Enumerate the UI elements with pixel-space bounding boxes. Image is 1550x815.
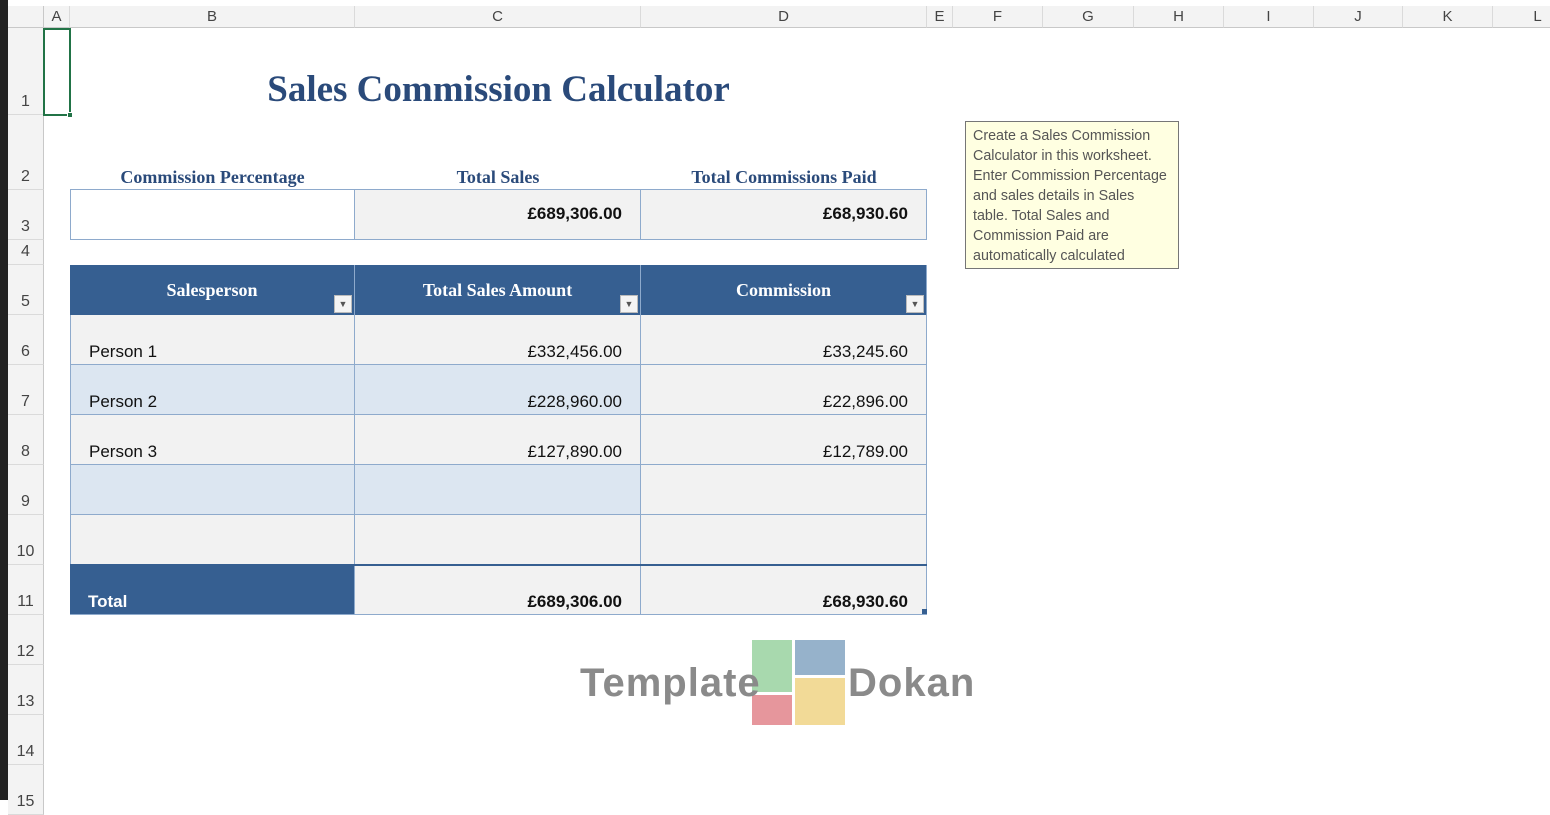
row-header-2[interactable]: 2	[8, 115, 44, 190]
table-cell[interactable]	[641, 515, 927, 565]
filter-dropdown-icon[interactable]: ▼	[620, 295, 638, 313]
table-resize-handle[interactable]	[922, 609, 927, 614]
commission-pct-input[interactable]	[70, 190, 355, 240]
total-label: Total	[70, 566, 355, 615]
row-header-5[interactable]: 5	[8, 265, 44, 315]
row-header-9[interactable]: 9	[8, 465, 44, 515]
column-header-B[interactable]: B	[70, 6, 355, 28]
row-header-8[interactable]: 8	[8, 415, 44, 465]
table-cell[interactable]: £127,890.00	[355, 415, 641, 465]
row-header-12[interactable]: 12	[8, 615, 44, 665]
table-cell[interactable]	[641, 465, 927, 515]
row-header-15[interactable]: 15	[8, 765, 44, 815]
page-title: Sales Commission Calculator	[267, 69, 730, 110]
total-commissions-value: £68,930.60	[641, 190, 927, 240]
total-sales-value: £689,306.00	[355, 190, 641, 240]
watermark-text-right: Dokan	[848, 661, 976, 705]
row-header-4[interactable]: 4	[8, 240, 44, 265]
table-cell[interactable]: £12,789.00	[641, 415, 927, 465]
cell-comment-tooltip: Create a Sales Commission Calculator in …	[965, 121, 1179, 269]
table-cell[interactable]	[70, 515, 355, 565]
table-cell[interactable]: £332,456.00	[355, 315, 641, 365]
table-cell[interactable]: Person 2	[70, 365, 355, 415]
header-commission: Commission ▼	[641, 265, 927, 315]
column-header-H[interactable]: H	[1134, 6, 1224, 28]
column-header-A[interactable]: A	[44, 6, 70, 28]
column-header-E[interactable]: E	[927, 6, 953, 28]
row-header-11[interactable]: 11	[8, 565, 44, 615]
header-label: Commission	[735, 279, 831, 300]
table-cell[interactable]: Person 3	[70, 415, 355, 465]
header-label: Salesperson	[166, 279, 258, 300]
total-sales-amount: £689,306.00	[355, 566, 641, 615]
selected-cell-a1[interactable]	[43, 28, 71, 116]
fill-handle[interactable]	[67, 112, 73, 118]
window-edge	[0, 0, 8, 800]
watermark-logo	[748, 640, 845, 725]
table-cell[interactable]	[70, 465, 355, 515]
table-cell[interactable]	[355, 465, 641, 515]
table-cell[interactable]: Person 1	[70, 315, 355, 365]
total-commissions-label: Total Commissions Paid	[691, 167, 877, 187]
total-commission: £68,930.60	[641, 566, 927, 615]
row-header-14[interactable]: 14	[8, 715, 44, 765]
total-sales-label: Total Sales	[456, 167, 540, 187]
row-header-7[interactable]: 7	[8, 365, 44, 415]
table-cell[interactable]: £22,896.00	[641, 365, 927, 415]
watermark-text-left: Template	[580, 661, 761, 705]
commission-pct-label: Commission Percentage	[120, 167, 305, 187]
column-header-I[interactable]: I	[1224, 6, 1314, 28]
header-label: Total Sales Amount	[422, 279, 573, 300]
row-header-13[interactable]: 13	[8, 665, 44, 715]
row-header-1[interactable]: 1	[8, 28, 44, 115]
column-header-C[interactable]: C	[355, 6, 641, 28]
filter-dropdown-icon[interactable]: ▼	[334, 295, 352, 313]
table-cell[interactable]	[355, 515, 641, 565]
column-header-K[interactable]: K	[1403, 6, 1493, 28]
row-header-10[interactable]: 10	[8, 515, 44, 565]
column-header-F[interactable]: F	[953, 6, 1043, 28]
row-header-6[interactable]: 6	[8, 315, 44, 365]
select-all-button[interactable]	[8, 6, 44, 28]
header-total-sales-amount: Total Sales Amount ▼	[355, 265, 641, 315]
header-salesperson: Salesperson ▼	[70, 265, 355, 315]
row-header-3[interactable]: 3	[8, 190, 44, 240]
table-cell[interactable]: £33,245.60	[641, 315, 927, 365]
filter-dropdown-icon[interactable]: ▼	[906, 295, 924, 313]
column-header-G[interactable]: G	[1043, 6, 1134, 28]
column-header-J[interactable]: J	[1314, 6, 1403, 28]
column-header-L[interactable]: L	[1493, 6, 1550, 28]
table-cell[interactable]: £228,960.00	[355, 365, 641, 415]
column-header-D[interactable]: D	[641, 6, 927, 28]
